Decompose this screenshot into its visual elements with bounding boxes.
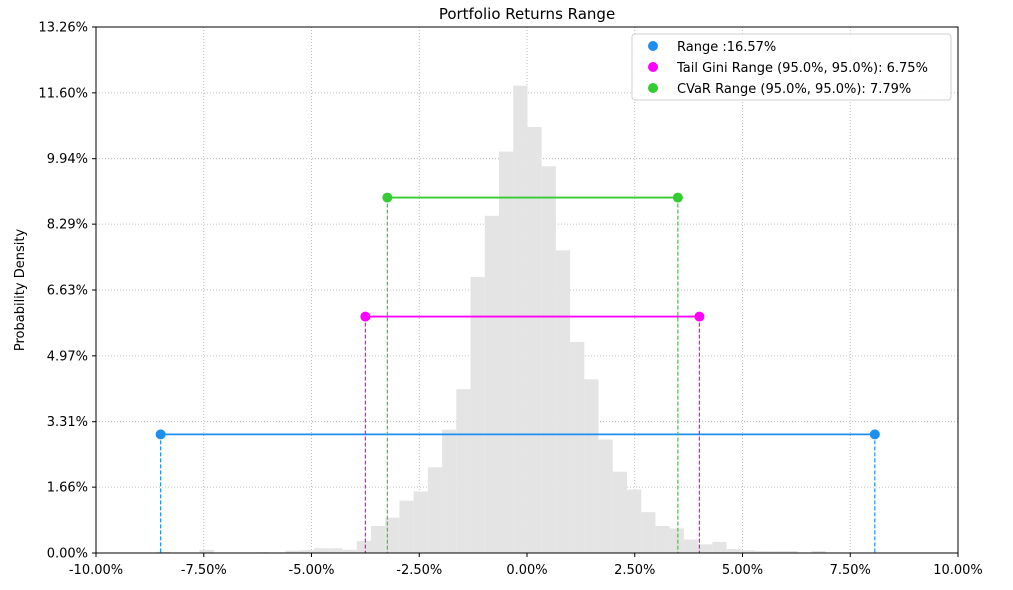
histogram-bar [726, 549, 741, 553]
range-point [382, 192, 393, 203]
histogram-bar [626, 489, 642, 553]
x-tick-label: -2.50% [396, 563, 442, 578]
histogram-bar [199, 549, 214, 553]
range-point [694, 311, 705, 322]
histogram-bar [612, 471, 627, 553]
histogram-bar [513, 85, 528, 554]
histogram-bar [399, 500, 414, 553]
range-point [360, 311, 371, 322]
histogram-bar [470, 276, 485, 553]
histogram-bar [570, 341, 585, 553]
histogram-bar [356, 541, 371, 553]
y-tick-label: 3.31% [47, 415, 88, 430]
y-tick-label: 9.94% [47, 152, 88, 167]
histogram-bar [598, 439, 613, 553]
histogram-bar [156, 551, 171, 553]
y-tick-label: 0.00% [47, 547, 88, 562]
histogram-bar [712, 541, 727, 553]
legend-marker [648, 41, 658, 51]
histogram-bar [683, 539, 699, 553]
histogram-bar [811, 551, 826, 553]
histogram-bar [285, 550, 300, 553]
y-tick-label: 8.29% [47, 218, 88, 233]
range-point [155, 429, 166, 440]
x-tick-label: 7.50% [830, 563, 871, 578]
legend-box [631, 33, 952, 101]
histogram-bar [740, 550, 755, 553]
histogram-bar [698, 544, 713, 553]
histogram-bar [427, 467, 443, 553]
legend-marker [648, 83, 658, 93]
y-tick-label: 6.63% [47, 284, 88, 299]
x-tick-label: -10.00% [69, 563, 123, 578]
y-axis-ticks: 0.00% 1.66% 3.31% 4.97% 6.63% 8.29% 9.94% 11.60… [38, 21, 96, 562]
histogram-bar [669, 528, 684, 553]
histogram-bar [484, 215, 499, 554]
legend: Range :16.57% Tail Gini Range (95.0%, 95.… [631, 33, 952, 101]
chart-title: Portfolio Returns Range [439, 5, 615, 23]
histogram-bar [413, 491, 428, 553]
histogram-bar [655, 526, 670, 553]
y-axis-label: Probability Density [13, 229, 28, 352]
range-point [672, 192, 683, 203]
histogram-bar [442, 429, 457, 553]
histogram-bar [641, 512, 656, 553]
x-tick-label: 5.00% [722, 563, 763, 578]
histogram-bar [314, 548, 329, 553]
x-tick-label: -5.00% [289, 563, 335, 578]
x-tick-label: -7.50% [181, 563, 227, 578]
histogram-bar [527, 126, 542, 553]
histogram-bar [555, 250, 571, 553]
range-series [155, 192, 880, 553]
histogram-bar [299, 550, 315, 553]
legend-entry: CVaR Range (95.0%, 95.0%): 7.79% [677, 82, 911, 97]
legend-entry: Tail Gini Range (95.0%, 95.0%): 6.75% [676, 61, 928, 76]
x-axis-ticks: -10.00% -7.50% -5.00% -2.50% 0.00% 2.50% 5.00%… [69, 553, 983, 578]
histogram-bar [584, 379, 599, 553]
histogram-bar [456, 389, 471, 553]
legend-marker [648, 62, 658, 72]
y-tick-label: 1.66% [47, 481, 88, 496]
y-tick-label: 13.26% [38, 21, 88, 36]
x-tick-label: 0.00% [506, 563, 547, 578]
histogram-bar [769, 551, 798, 553]
histogram-bar [342, 549, 357, 553]
histogram-bar [541, 166, 556, 553]
x-tick-label: 2.50% [614, 563, 655, 578]
histogram-bar [498, 151, 514, 553]
y-tick-label: 11.60% [38, 86, 88, 101]
histogram-bar [370, 526, 386, 553]
x-tick-label: 10.00% [933, 563, 983, 578]
range-point [869, 429, 880, 440]
histogram [156, 85, 826, 554]
histogram-bar [385, 517, 400, 553]
y-tick-label: 4.97% [47, 349, 88, 364]
legend-entry: Range :16.57% [677, 40, 776, 55]
histogram-bar [328, 548, 343, 553]
histogram-bar [754, 551, 770, 553]
